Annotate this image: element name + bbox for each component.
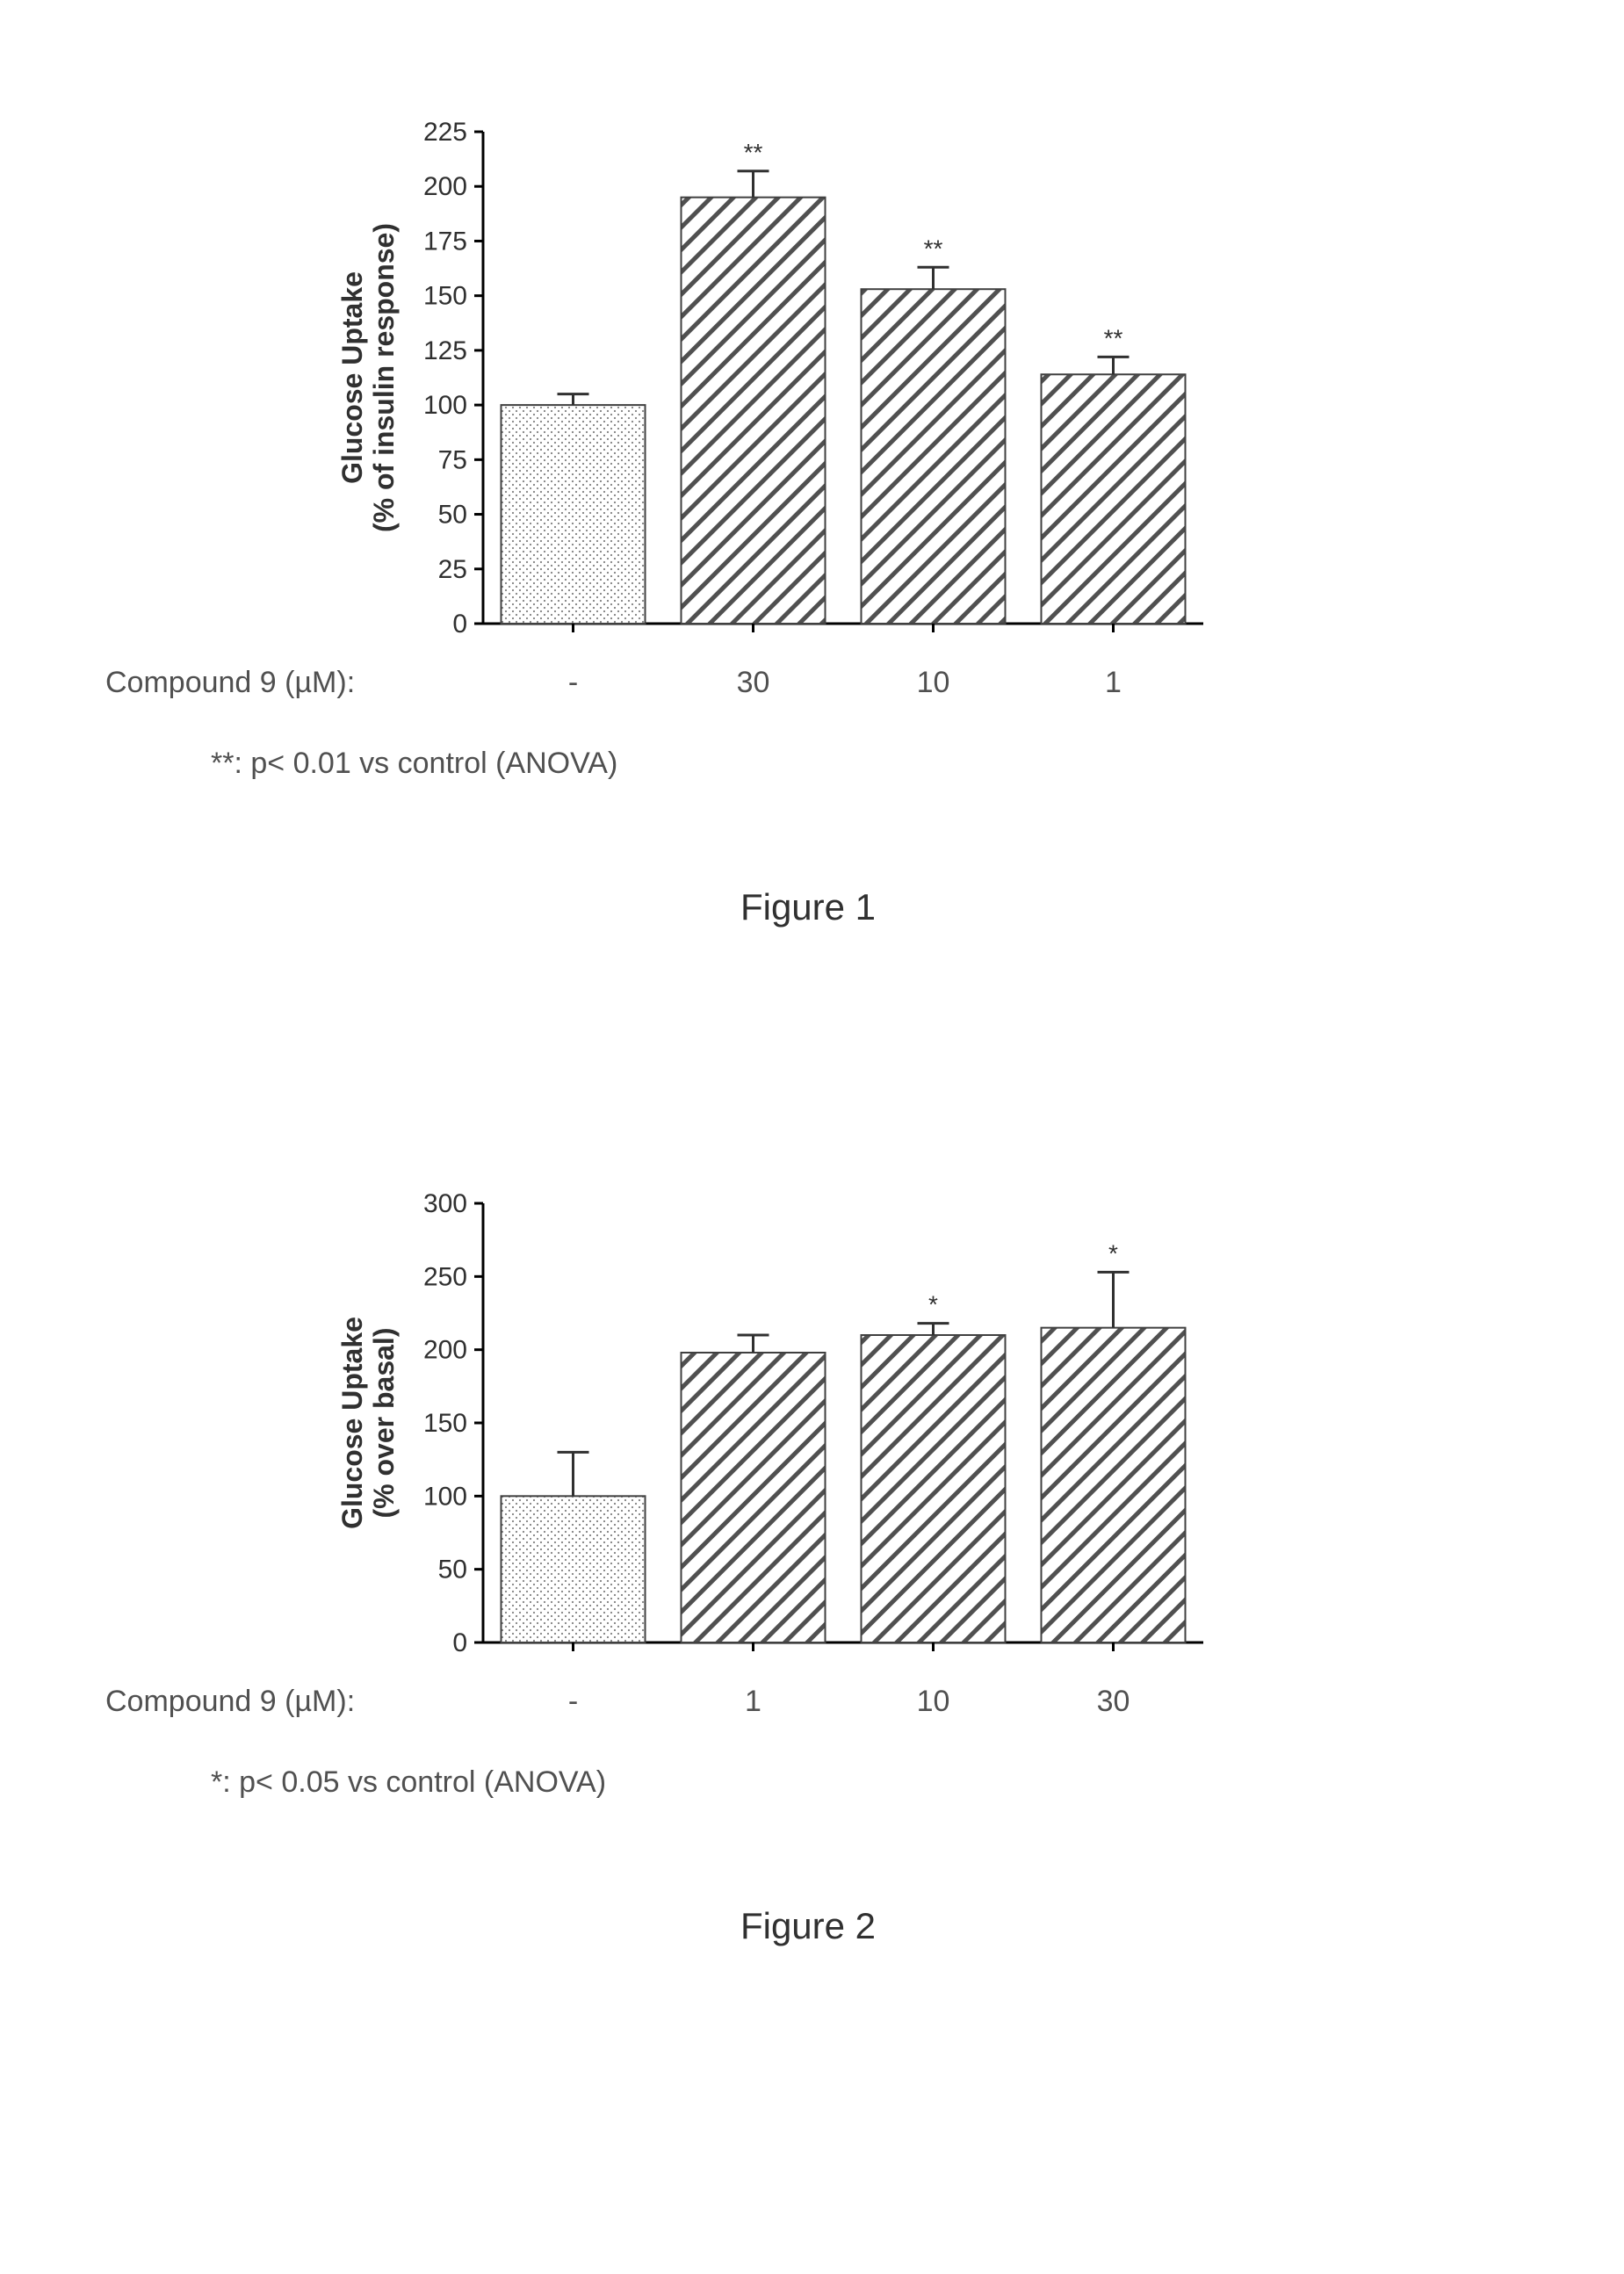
y-tick-label: 50 [438,1556,467,1585]
y-tick-label: 125 [423,336,467,365]
x-category-label: 10 [907,1685,960,1719]
x-category-label: - [547,1685,600,1719]
x-category-label: 10 [907,666,960,700]
y-tick-label: 100 [423,1482,467,1511]
bar [1042,1328,1186,1642]
figure-2-xaxis-row: Compound 9 (µM): - 1 10 30 [105,1678,1511,1730]
significance-label: ** [924,235,943,262]
y-tick-label: 300 [423,1189,467,1218]
figure-1-chart: 0 25 50 75 100 125 150 175 200 225 Glucose Uptake(… [334,79,1230,650]
y-tick-label: 25 [438,555,467,584]
significance-label: ** [1104,324,1123,351]
x-category-label: 1 [727,1685,780,1719]
y-tick-label: 200 [423,1336,467,1365]
y-axis-label: Glucose Uptake(% of insulin response) [336,223,400,532]
y-tick-label: 225 [423,118,467,147]
y-tick-label: 150 [423,282,467,311]
significance-label: * [928,1291,938,1318]
x-category-label: 30 [727,666,780,700]
figure-1-block: 0 25 50 75 100 125 150 175 200 225 Glucose Uptake(… [105,79,1511,928]
y-tick-label: 150 [423,1409,467,1438]
page: 0255075100125150175200225Glucose Uptake(… [0,0,1624,2274]
significance-label: * [1108,1239,1118,1267]
bar [682,1353,826,1642]
bar [862,289,1006,624]
figure-2-block: 0 50 100 150 200 250 300 Glucose Uptake(% over … [105,1151,1511,1947]
x-category-label: - [547,666,600,700]
y-tick-label: 0 [452,1628,467,1657]
figure-2-chart: 0 50 100 150 200 250 300 Glucose Uptake(% over … [334,1151,1230,1669]
bar [502,1496,646,1642]
y-tick-label: 100 [423,391,467,420]
bar [862,1335,1006,1642]
bar [502,405,646,624]
x-category-label: 30 [1087,1685,1140,1719]
figure-2-chart-wrap: 0 50 100 150 200 250 300 Glucose Uptake(% over … [334,1151,1511,1669]
figure-1-footnote: **: p< 0.01 vs control (ANOVA) [211,747,1511,781]
x-category-label: 1 [1087,666,1140,700]
x-axis-label: Compound 9 (µM): [105,1685,355,1719]
y-tick-label: 200 [423,172,467,201]
figure-1-chart-wrap: 0 25 50 75 100 125 150 175 200 225 Glucose Uptake(… [334,79,1511,650]
bar [1042,374,1186,624]
figure-1-xaxis-row: Compound 9 (µM): - 30 10 1 [105,659,1511,711]
x-axis-label: Compound 9 (µM): [105,666,355,700]
y-tick-label: 250 [423,1262,467,1291]
figure-1-title: Figure 1 [105,886,1511,928]
significance-label: ** [744,139,763,166]
y-tick-label: 75 [438,445,467,474]
figure-2-title: Figure 2 [105,1905,1511,1947]
y-tick-label: 0 [452,610,467,639]
y-axis-label: Glucose Uptake(% over basal) [336,1317,400,1529]
figure-2-footnote: *: p< 0.05 vs control (ANOVA) [211,1765,1511,1800]
y-tick-label: 175 [423,227,467,256]
bar [682,198,826,624]
y-tick-label: 50 [438,501,467,530]
